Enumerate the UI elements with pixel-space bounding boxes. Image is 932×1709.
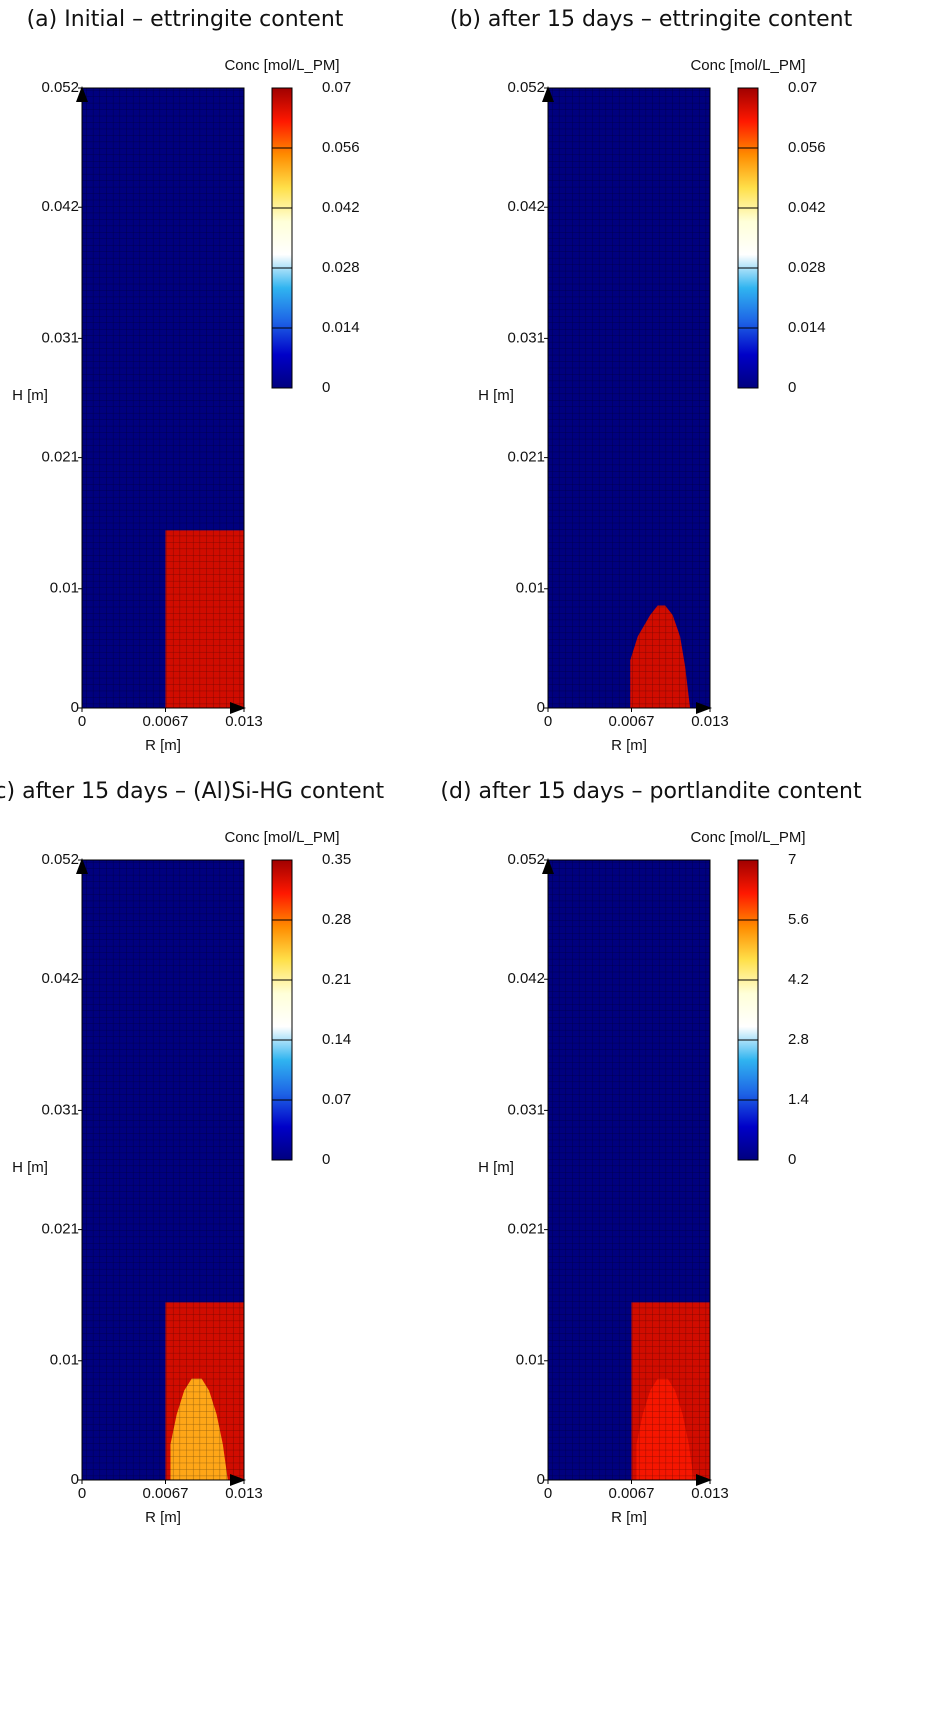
y-tick-label: 0 [537, 1471, 545, 1488]
x-axis-label: R [m] [611, 1509, 647, 1526]
x-tick-label: 0.0067 [143, 1485, 189, 1502]
axis-arrow [230, 702, 246, 714]
colorbar-tick-label: 0.07 [788, 79, 817, 96]
y-tick-label: 0.031 [41, 329, 79, 346]
x-tick-label: 0.013 [225, 713, 263, 730]
panel: (c) after 15 days – (Al)Si-HG content 0 0.… [0, 779, 385, 1526]
y-tick-label: 0 [71, 699, 79, 716]
y-tick-label: 0.052 [41, 79, 79, 96]
x-tick-label: 0.013 [691, 713, 729, 730]
axis-arrow [542, 86, 554, 102]
y-tick-label: 0.042 [41, 198, 79, 215]
colorbar-tick-label: 0 [788, 379, 796, 396]
colorbar-tick-label: 0.028 [322, 259, 360, 276]
axis-arrow [542, 858, 554, 874]
axis-arrow [230, 1474, 246, 1486]
colorbar-tick-label: 5.6 [788, 911, 809, 928]
colorbar-tick-label: 0.07 [322, 1091, 351, 1108]
colorbar-tick-label: 0.35 [322, 851, 351, 868]
colorbar [271, 87, 293, 389]
y-tick-label: 0.052 [507, 79, 545, 96]
y-tick-label: 0.052 [507, 851, 545, 868]
colorbar-tick-label: 7 [788, 851, 796, 868]
y-axis-label: H [m] [478, 387, 514, 404]
panel-title: (b) after 15 days – ettringite content [450, 7, 853, 32]
x-axis-label: R [m] [145, 1509, 181, 1526]
colorbar-tick-label: 0.056 [322, 139, 360, 156]
colorbar-tick-label: 4.2 [788, 971, 809, 988]
y-tick-label: 0.031 [41, 1101, 79, 1118]
y-tick-label: 0 [537, 699, 545, 716]
colorbar-tick-label: 0.056 [788, 139, 826, 156]
y-tick-label: 0.042 [507, 970, 545, 987]
x-tick-label: 0.013 [691, 1485, 729, 1502]
colorbar-tick-label: 0.014 [788, 319, 826, 336]
colorbar-label: Conc [mol/L_PM] [690, 829, 805, 846]
y-tick-label: 0.021 [507, 1221, 545, 1238]
y-tick-label: 0.031 [507, 329, 545, 346]
x-axis-label: R [m] [145, 737, 181, 754]
y-axis-label: H [m] [12, 387, 48, 404]
y-tick-label: 0.042 [41, 970, 79, 987]
colorbar [737, 87, 759, 389]
colorbar-label: Conc [mol/L_PM] [224, 829, 339, 846]
colorbar-tick-label: 0.14 [322, 1031, 351, 1048]
colorbar-tick-label: 0.028 [788, 259, 826, 276]
x-axis-label: R [m] [611, 737, 647, 754]
colorbar-tick-label: 0.042 [322, 199, 360, 216]
y-tick-label: 0.031 [507, 1101, 545, 1118]
colorbar-label: Conc [mol/L_PM] [224, 57, 339, 74]
colorbar-tick-label: 0.21 [322, 971, 351, 988]
colorbar-tick-label: 0.07 [322, 79, 351, 96]
cell-grid [81, 87, 245, 709]
colorbar [271, 859, 293, 1161]
y-tick-label: 0.052 [41, 851, 79, 868]
x-tick-label: 0 [78, 1485, 86, 1502]
colorbar-tick-label: 1.4 [788, 1091, 809, 1108]
colorbar-tick-label: 0 [322, 1151, 330, 1168]
y-axis-label: H [m] [478, 1159, 514, 1176]
colorbar-tick-label: 2.8 [788, 1031, 809, 1048]
panel: (a) Initial – ettringite content 0 0.01 0.0… [12, 7, 359, 754]
axis-arrow [76, 858, 88, 874]
axis-arrow [696, 1474, 712, 1486]
y-axis-label: H [m] [12, 1159, 48, 1176]
axis-arrow [696, 702, 712, 714]
y-tick-label: 0.042 [507, 198, 545, 215]
x-tick-label: 0.0067 [609, 1485, 655, 1502]
y-tick-label: 0.01 [50, 580, 79, 597]
x-tick-label: 0.0067 [609, 713, 655, 730]
x-tick-label: 0 [78, 713, 86, 730]
colorbar-tick-label: 0.042 [788, 199, 826, 216]
colorbar-label: Conc [mol/L_PM] [690, 57, 805, 74]
axis-arrow [76, 86, 88, 102]
panel: (d) after 15 days – portlandite content 0… [440, 779, 862, 1526]
panel-title: (c) after 15 days – (Al)Si-HG content [0, 779, 385, 804]
cell-grid [81, 859, 245, 1481]
y-tick-label: 0 [71, 1471, 79, 1488]
panel-title: (a) Initial – ettringite content [27, 7, 344, 32]
colorbar-tick-label: 0.28 [322, 911, 351, 928]
panel: (b) after 15 days – ettringite content00… [450, 7, 853, 754]
x-tick-label: 0.013 [225, 1485, 263, 1502]
y-tick-label: 0.01 [516, 580, 545, 597]
y-tick-label: 0.021 [507, 449, 545, 466]
cell-grid [547, 87, 711, 709]
cell-grid [547, 859, 711, 1481]
colorbar-tick-label: 0 [788, 1151, 796, 1168]
y-tick-label: 0.01 [516, 1352, 545, 1369]
x-tick-label: 0 [544, 713, 552, 730]
y-tick-label: 0.021 [41, 449, 79, 466]
x-tick-label: 0 [544, 1485, 552, 1502]
panel-title: (d) after 15 days – portlandite content [440, 779, 862, 804]
colorbar-tick-label: 0.014 [322, 319, 360, 336]
colorbar [737, 859, 759, 1161]
y-tick-label: 0.021 [41, 1221, 79, 1238]
y-tick-label: 0.01 [50, 1352, 79, 1369]
x-tick-label: 0.0067 [143, 713, 189, 730]
colorbar-tick-label: 0 [322, 379, 330, 396]
